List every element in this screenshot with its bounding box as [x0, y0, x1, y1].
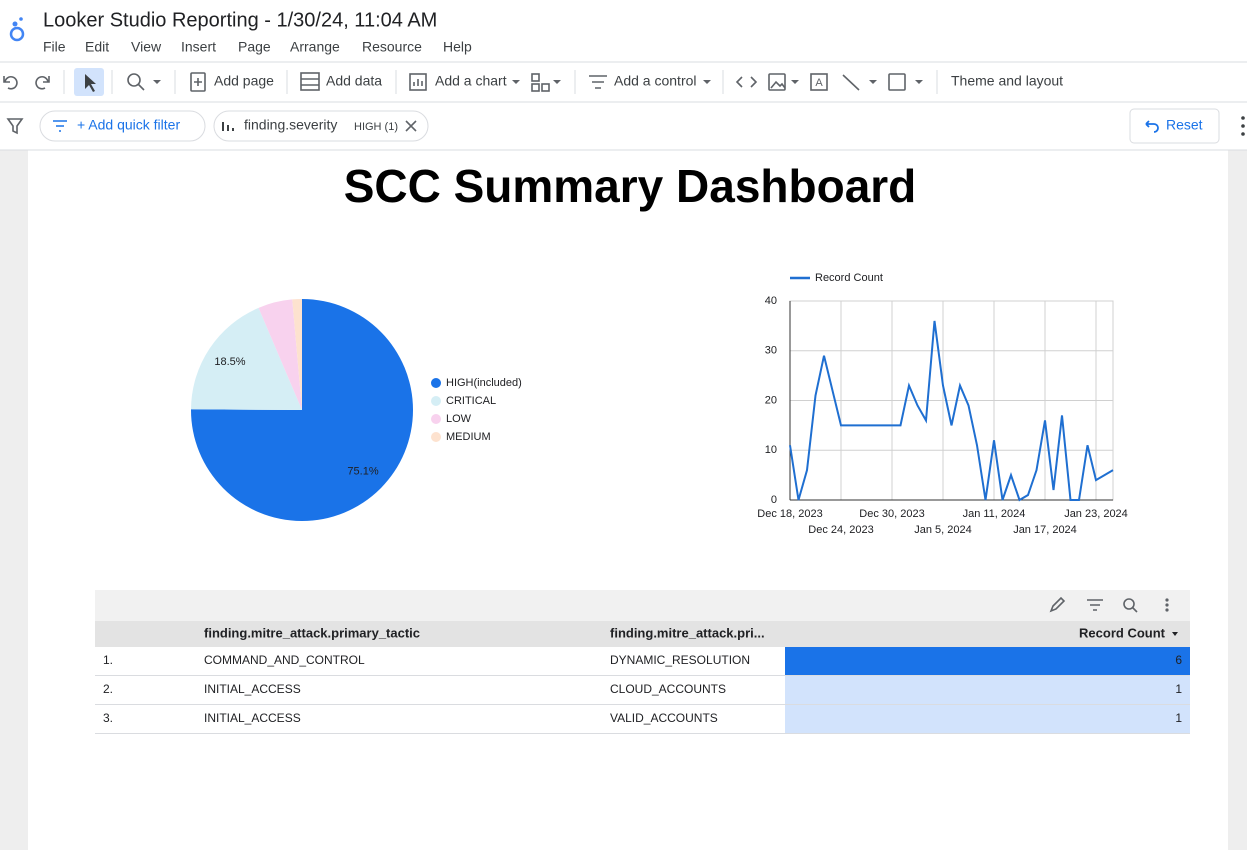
y-tick-label: 10 — [765, 444, 777, 456]
menu-item[interactable]: Arrange — [290, 39, 340, 55]
x-tick-label: Jan 23, 2024 — [1064, 508, 1128, 520]
legend-label: HIGH(included) — [446, 377, 522, 389]
menu-item[interactable]: View — [131, 39, 162, 55]
table-cell: 3. — [103, 711, 113, 725]
table-cell: DYNAMIC_RESOLUTION — [610, 653, 750, 667]
legend-label: CRITICAL — [446, 395, 496, 407]
data-line — [789, 320, 1114, 502]
x-tick-label: Jan 17, 2024 — [1013, 524, 1077, 536]
toolbar-button[interactable]: Add data — [326, 73, 382, 89]
logo — [9, 17, 25, 42]
table-cell: INITIAL_ACCESS — [204, 682, 301, 696]
y-tick-label: 0 — [771, 494, 777, 506]
pie-slice — [258, 299, 302, 410]
table-cell: 1 — [1175, 682, 1182, 696]
heatmap-cell — [785, 647, 1190, 675]
column-header[interactable]: finding.mitre_attack.pri... — [610, 625, 765, 640]
table-header — [95, 621, 1190, 647]
table-cell: VALID_ACCOUNTS — [610, 711, 718, 725]
heatmap-cell — [785, 705, 1190, 733]
legend-label: LOW — [446, 413, 472, 425]
table-cell: CLOUD_ACCOUNTS — [610, 682, 726, 696]
legend-label: Record Count — [815, 272, 883, 284]
menu-item[interactable]: File — [43, 39, 66, 55]
table-cell: 2. — [103, 682, 113, 696]
heatmap-cell — [785, 676, 1190, 704]
report-title: SCC Summary Dashboard — [344, 160, 917, 212]
chip-field: finding.severity — [244, 117, 337, 133]
table-cell: INITIAL_ACCESS — [204, 711, 301, 725]
table-icons — [1049, 596, 1169, 613]
legend-swatch — [431, 396, 441, 406]
y-tick-label: 20 — [765, 394, 777, 406]
toolbar-button[interactable]: Add a control — [614, 73, 697, 89]
pie-slice — [191, 307, 302, 410]
add-filter-button[interactable] — [39, 110, 206, 142]
table-cell: 1 — [1175, 711, 1182, 725]
table-cell: 6 — [1175, 653, 1182, 667]
legend-label: MEDIUM — [446, 431, 491, 443]
x-tick-label: Dec 30, 2023 — [859, 508, 924, 520]
table-toolbar — [95, 590, 1190, 621]
toolbar-icons: A — [3, 68, 938, 96]
legend-swatch — [431, 414, 441, 424]
app-title: Looker Studio Reporting - 1/30/24, 11:04… — [43, 9, 437, 31]
x-tick-label: Dec 18, 2023 — [757, 508, 822, 520]
sort-indicator — [1172, 632, 1178, 636]
toolbar-button[interactable]: Add page — [214, 73, 274, 89]
add-filter-label[interactable]: + Add quick filter — [77, 117, 180, 133]
y-tick-label: 40 — [765, 295, 777, 307]
x-tick-label: Dec 24, 2023 — [808, 524, 873, 536]
filter-chip[interactable] — [213, 110, 429, 142]
table-cell: COMMAND_AND_CONTROL — [204, 653, 365, 667]
legend-swatch — [431, 432, 441, 442]
legend-swatch — [431, 378, 441, 388]
x-tick-label: Jan 11, 2024 — [963, 508, 1026, 520]
menu-item[interactable]: Edit — [85, 39, 109, 55]
filter-bar-shapes — [6, 108, 1245, 144]
toolbar-button[interactable]: Add a chart — [435, 73, 507, 89]
menu-item[interactable]: Insert — [181, 39, 216, 55]
table-cell: 1. — [103, 653, 113, 667]
pie-slice — [292, 299, 302, 410]
menu-item[interactable]: Page — [238, 39, 271, 55]
x-tick-label: Jan 5, 2024 — [914, 524, 972, 536]
svg-text:A: A — [815, 77, 823, 89]
column-header[interactable]: finding.mitre_attack.primary_tactic — [204, 625, 420, 640]
slice-label: 75.1% — [347, 465, 378, 477]
column-header[interactable]: Record Count — [1079, 625, 1166, 640]
menu-item[interactable]: Resource — [362, 39, 422, 55]
slice-label: 18.5% — [214, 356, 245, 368]
y-tick-label: 30 — [765, 345, 777, 357]
reset-button[interactable] — [1129, 108, 1220, 144]
reset-label[interactable]: Reset — [1166, 117, 1203, 133]
menu-item[interactable]: Help — [443, 39, 472, 55]
toolbar-button[interactable]: Theme and layout — [951, 73, 1063, 89]
chip-value: HIGH (1) — [354, 121, 398, 133]
